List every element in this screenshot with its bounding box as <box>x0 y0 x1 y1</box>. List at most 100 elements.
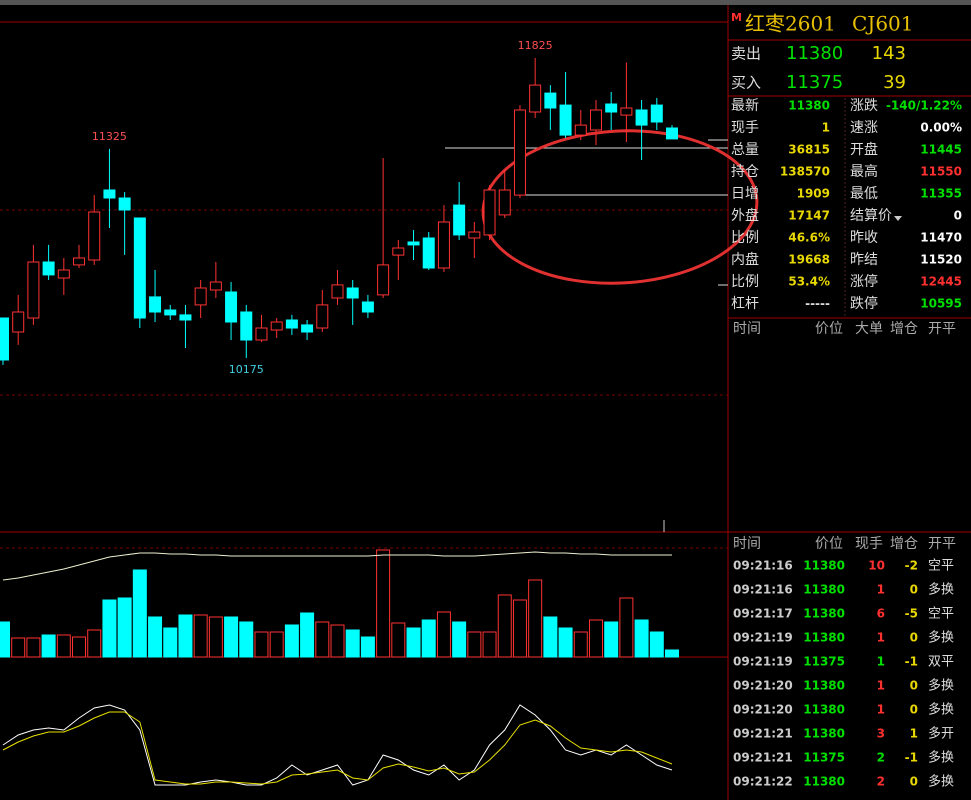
candle-body <box>346 287 359 299</box>
stat-label: 内盘 <box>731 251 759 268</box>
volume-bar <box>269 631 284 658</box>
trade-price: 11380 <box>803 703 845 717</box>
volume-bar <box>41 634 56 658</box>
trade-price: 11380 <box>803 583 845 597</box>
stat-label: 昨结 <box>850 252 878 268</box>
stat-value: ----- <box>805 297 830 311</box>
volume-bar <box>665 649 679 658</box>
contract-name: 红枣2601 <box>745 12 836 36</box>
stat-label: 日增 <box>731 186 759 202</box>
candle-body <box>666 127 678 140</box>
stat-label: 总量 <box>731 142 759 158</box>
candle-body <box>179 314 192 321</box>
volume-bar <box>558 627 573 658</box>
stat-value: 11380 <box>788 99 830 113</box>
candle-body <box>331 284 344 299</box>
candle-body <box>513 109 526 196</box>
candle-body <box>589 109 602 131</box>
volume-bar <box>102 599 117 658</box>
extreme-label: 11825 <box>518 39 553 52</box>
trade-oi: 0 <box>910 775 918 789</box>
trade-oi: -2 <box>905 559 918 573</box>
volume-bar <box>391 622 406 658</box>
candle-body <box>468 231 481 239</box>
stat-label: 最新 <box>731 98 759 114</box>
trade-time: 09:21:16 <box>733 583 793 597</box>
candle-body <box>12 311 25 333</box>
stat-label: 持仓 <box>731 164 759 180</box>
trade-price: 11380 <box>803 727 845 741</box>
column-header: 开平 <box>928 536 956 552</box>
candle-body <box>407 241 420 246</box>
trade-volume: 1 <box>877 679 885 693</box>
trade-time: 09:21:20 <box>733 679 793 693</box>
stat-value: -140/1.22% <box>886 99 962 113</box>
volume-bar <box>208 616 223 658</box>
candle-body <box>240 311 253 341</box>
volume-bar <box>254 631 269 658</box>
stat-value: 0.00% <box>920 121 962 135</box>
trade-time: 09:21:19 <box>733 655 793 669</box>
volume-bar <box>193 614 208 658</box>
volume-bar <box>573 631 588 658</box>
candle-body <box>225 291 238 323</box>
candle-body <box>650 104 663 123</box>
volume-bar <box>163 627 178 658</box>
trade-price: 11380 <box>803 607 845 621</box>
dropdown-icon[interactable] <box>894 216 902 221</box>
trade-type: 多换 <box>928 678 954 694</box>
candle-body <box>529 84 542 113</box>
candle-body <box>88 211 101 261</box>
extreme-label: 10175 <box>229 363 264 376</box>
volume-bar <box>330 624 345 658</box>
candle-body <box>498 189 511 216</box>
candle-body <box>544 92 557 109</box>
trade-volume: 6 <box>877 607 885 621</box>
stat-value: 46.6% <box>788 231 830 245</box>
column-header: 现手 <box>855 536 883 552</box>
stat-value: 1909 <box>797 187 830 201</box>
stat-label: 最高 <box>850 163 878 180</box>
trade-type: 多换 <box>928 702 954 718</box>
stat-label: 涨停 <box>850 273 878 290</box>
column-header: 开平 <box>928 321 956 337</box>
flag: M <box>731 11 742 24</box>
stat-label: 结算价 <box>850 208 892 224</box>
volume-bar <box>239 621 254 658</box>
volume-bar <box>376 549 391 658</box>
volume-ma <box>2 551 672 581</box>
volume-bar <box>224 616 239 658</box>
stat-value: 17147 <box>788 209 830 223</box>
volume-bar <box>543 616 558 658</box>
volume-bar <box>87 629 102 658</box>
candle-body <box>27 261 40 319</box>
candle-body <box>483 189 496 236</box>
top-strip <box>0 0 971 5</box>
trade-time: 09:21:21 <box>733 751 793 765</box>
volume-bar <box>467 631 482 658</box>
sell-price: 11380 <box>786 43 843 64</box>
volume-bar <box>588 619 603 658</box>
candle-body <box>270 321 283 331</box>
volume-bar <box>512 599 527 658</box>
candle-body <box>149 296 162 313</box>
stat-value: 12445 <box>920 275 962 289</box>
candle-body <box>392 247 405 256</box>
trade-volume: 10 <box>868 559 885 573</box>
buy-volume: 39 <box>883 72 906 93</box>
trade-time: 09:21:22 <box>733 775 793 789</box>
stat-value: 138570 <box>780 165 830 179</box>
column-header: 价位 <box>815 536 843 552</box>
trade-volume: 2 <box>877 751 885 765</box>
candle-body <box>164 309 177 316</box>
volume-bar <box>56 634 71 658</box>
trade-oi: 0 <box>910 583 918 597</box>
volume-bar <box>300 612 315 658</box>
volume-bar <box>117 597 132 658</box>
candle-body <box>574 124 587 136</box>
trade-oi: 1 <box>910 727 918 741</box>
column-header: 时间 <box>733 321 761 337</box>
trade-type: 多换 <box>928 774 954 790</box>
